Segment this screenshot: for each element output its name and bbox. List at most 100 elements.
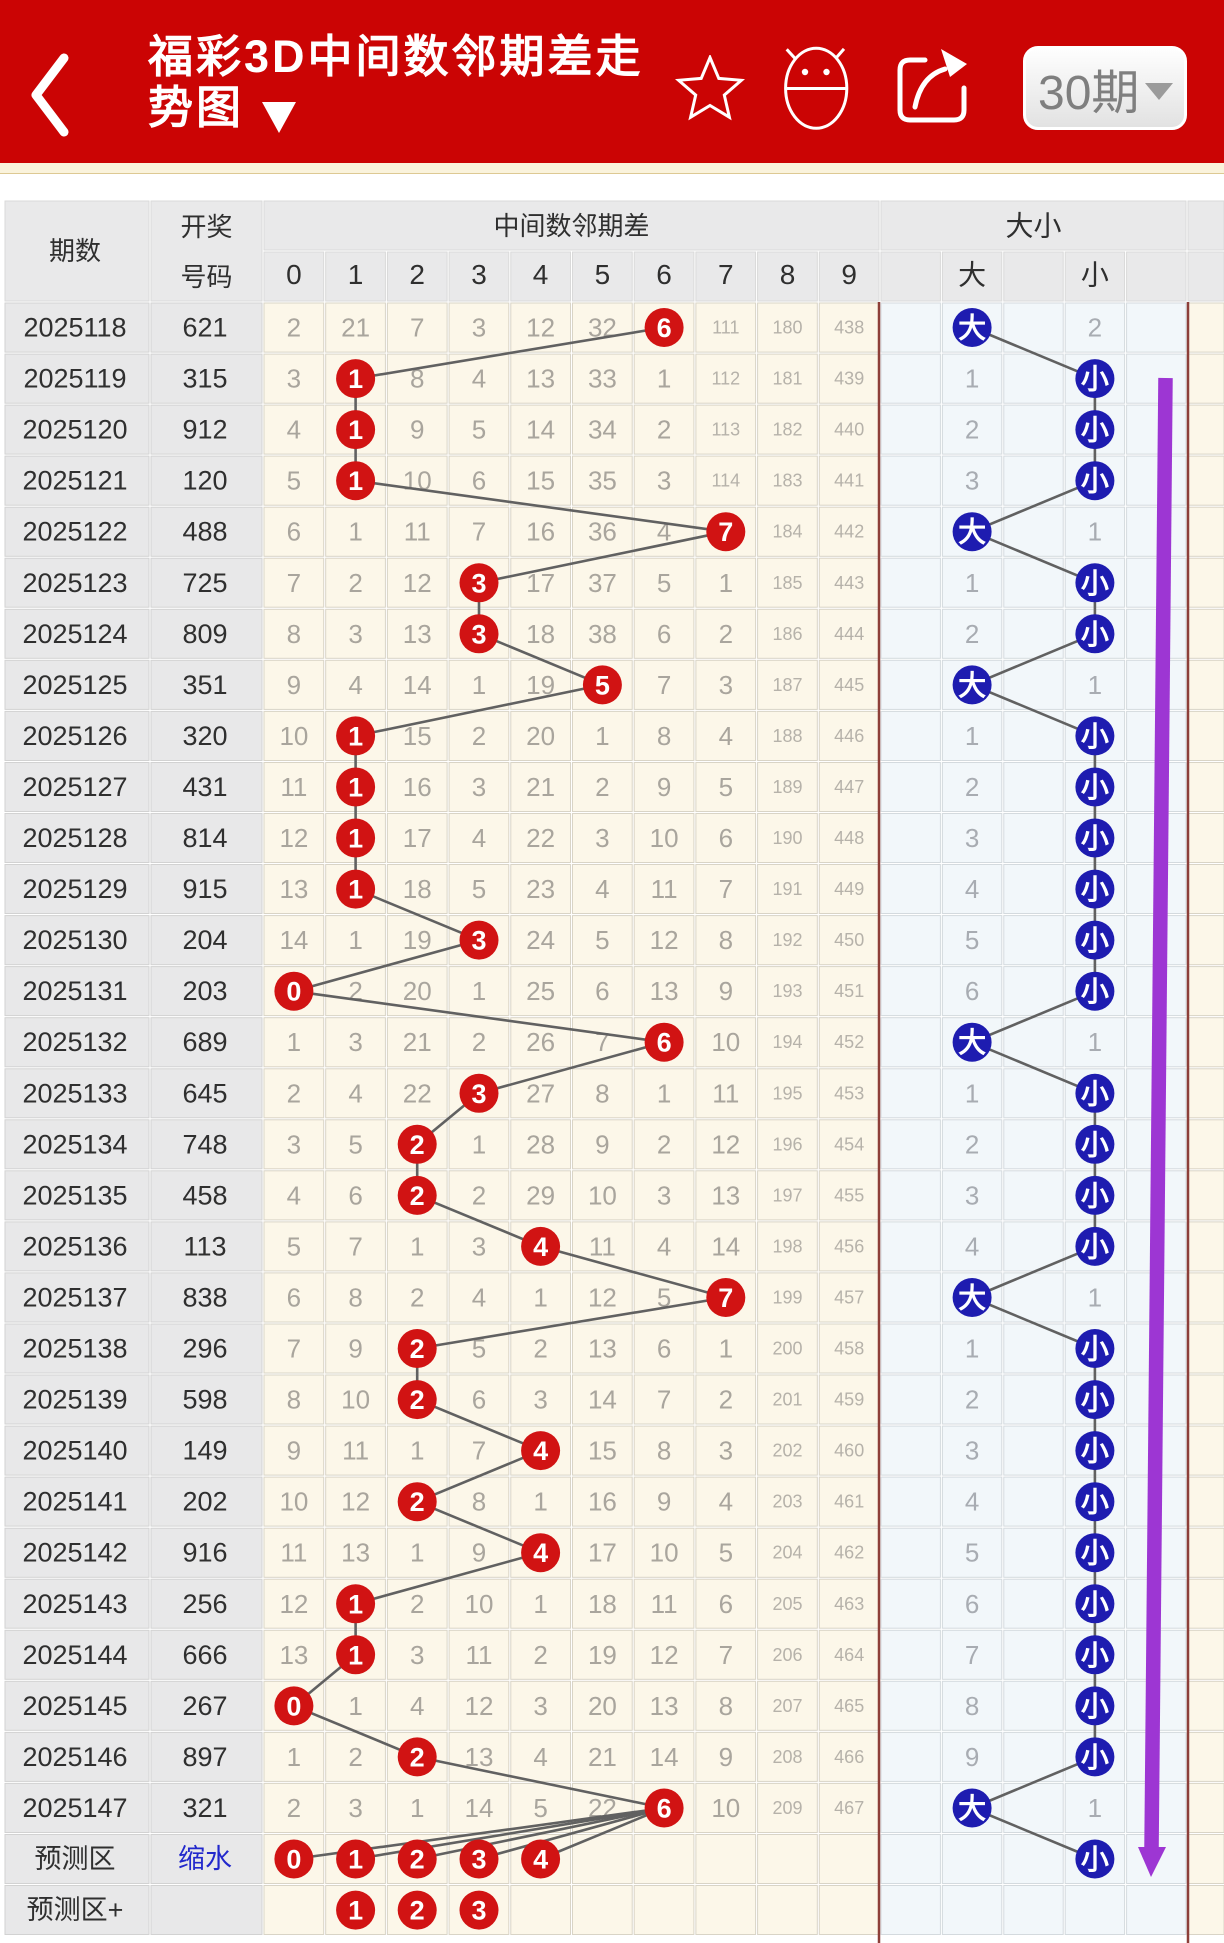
svg-text:1: 1 [410,1231,424,1261]
svg-text:1: 1 [348,1589,363,1619]
svg-text:191: 191 [772,879,802,899]
svg-text:2: 2 [410,1130,425,1160]
svg-text:7: 7 [472,1436,486,1466]
svg-text:915: 915 [182,874,227,904]
svg-text:2025121: 2025121 [22,466,127,496]
svg-text:19: 19 [403,925,432,955]
svg-text:2: 2 [965,772,979,802]
svg-text:1: 1 [657,364,671,394]
svg-text:2025118: 2025118 [23,313,126,343]
svg-text:缩水: 缩水 [178,1844,232,1874]
svg-text:9: 9 [657,1487,671,1517]
svg-text:3: 3 [471,259,487,290]
svg-text:450: 450 [834,930,864,950]
svg-text:大: 大 [958,670,986,701]
svg-text:8: 8 [595,1078,609,1108]
svg-text:12: 12 [341,1487,370,1517]
svg-text:5: 5 [965,1538,979,1568]
svg-text:1: 1 [348,1845,363,1875]
svg-text:3: 3 [719,1436,733,1466]
svg-text:1: 1 [348,415,363,445]
svg-text:645: 645 [182,1078,227,1108]
svg-text:202: 202 [182,1487,227,1517]
svg-text:11: 11 [342,1436,369,1466]
svg-text:1: 1 [1088,1283,1102,1313]
svg-text:195: 195 [772,1083,802,1103]
svg-text:6: 6 [287,517,301,547]
svg-text:21: 21 [588,1742,617,1772]
svg-text:2025123: 2025123 [22,568,127,598]
svg-text:2: 2 [410,1334,425,1364]
svg-text:小: 小 [1081,1844,1109,1875]
svg-text:12: 12 [279,1589,308,1619]
svg-text:2025131: 2025131 [22,976,127,1006]
svg-text:小: 小 [1081,1436,1109,1467]
svg-text:10: 10 [650,823,679,853]
svg-text:2: 2 [719,1385,733,1415]
svg-text:459: 459 [834,1390,864,1410]
svg-text:2: 2 [719,619,733,649]
svg-text:2025146: 2025146 [22,1742,127,1772]
svg-text:18: 18 [403,874,432,904]
svg-text:小: 小 [1081,1180,1109,1211]
svg-text:455: 455 [834,1185,864,1205]
svg-text:大小: 大小 [1005,211,1061,242]
svg-text:838: 838 [182,1283,227,1313]
svg-text:小: 小 [1081,823,1109,854]
svg-text:1: 1 [533,1487,547,1517]
svg-text:2025147: 2025147 [22,1793,127,1823]
svg-text:1: 1 [719,568,733,598]
svg-text:26: 26 [526,1027,555,1057]
svg-text:7: 7 [718,517,733,547]
svg-text:18: 18 [526,619,555,649]
svg-text:大: 大 [958,1283,986,1314]
svg-text:8: 8 [719,1691,733,1721]
svg-text:21: 21 [526,772,555,802]
svg-text:440: 440 [834,420,864,440]
svg-text:1: 1 [348,824,363,854]
svg-text:4: 4 [533,1436,548,1466]
svg-text:5: 5 [348,1129,362,1159]
svg-text:444: 444 [834,624,864,644]
svg-text:预测区+: 预测区+ [27,1895,124,1925]
svg-text:1: 1 [965,1334,979,1364]
svg-text:2: 2 [287,1793,301,1823]
svg-text:小: 小 [1081,1640,1109,1671]
svg-text:1: 1 [287,1742,301,1772]
svg-text:5: 5 [595,925,609,955]
svg-text:14: 14 [526,415,555,445]
svg-text:1: 1 [348,466,363,496]
svg-text:1: 1 [533,1283,547,1313]
svg-text:小: 小 [1081,1385,1109,1416]
svg-text:5: 5 [595,259,611,290]
svg-text:5: 5 [657,1283,671,1313]
svg-text:7: 7 [965,1640,979,1670]
svg-text:22: 22 [403,1078,432,1108]
svg-text:2: 2 [410,1385,425,1415]
svg-text:200: 200 [772,1339,802,1359]
svg-text:6: 6 [657,313,672,343]
svg-text:号码: 号码 [180,262,232,292]
svg-text:10: 10 [650,1538,679,1568]
svg-text:大: 大 [958,1027,986,1058]
svg-text:431: 431 [182,772,227,802]
svg-text:4: 4 [719,1487,733,1517]
svg-text:256: 256 [182,1589,227,1619]
svg-text:181: 181 [772,369,802,389]
svg-text:11: 11 [280,772,307,802]
svg-text:7: 7 [472,517,486,547]
svg-text:4: 4 [533,1845,548,1875]
svg-text:5: 5 [657,568,671,598]
svg-text:5: 5 [472,415,486,445]
svg-text:2025125: 2025125 [22,670,127,700]
svg-text:2025134: 2025134 [22,1129,127,1159]
svg-text:4: 4 [287,415,301,445]
svg-text:1: 1 [410,1436,424,1466]
svg-text:114: 114 [711,471,740,491]
svg-text:4: 4 [965,1231,979,1261]
svg-text:198: 198 [772,1236,802,1256]
svg-text:0: 0 [286,1691,301,1721]
svg-text:6: 6 [965,1589,979,1619]
svg-text:2: 2 [965,1129,979,1159]
svg-text:小: 小 [1081,415,1109,446]
